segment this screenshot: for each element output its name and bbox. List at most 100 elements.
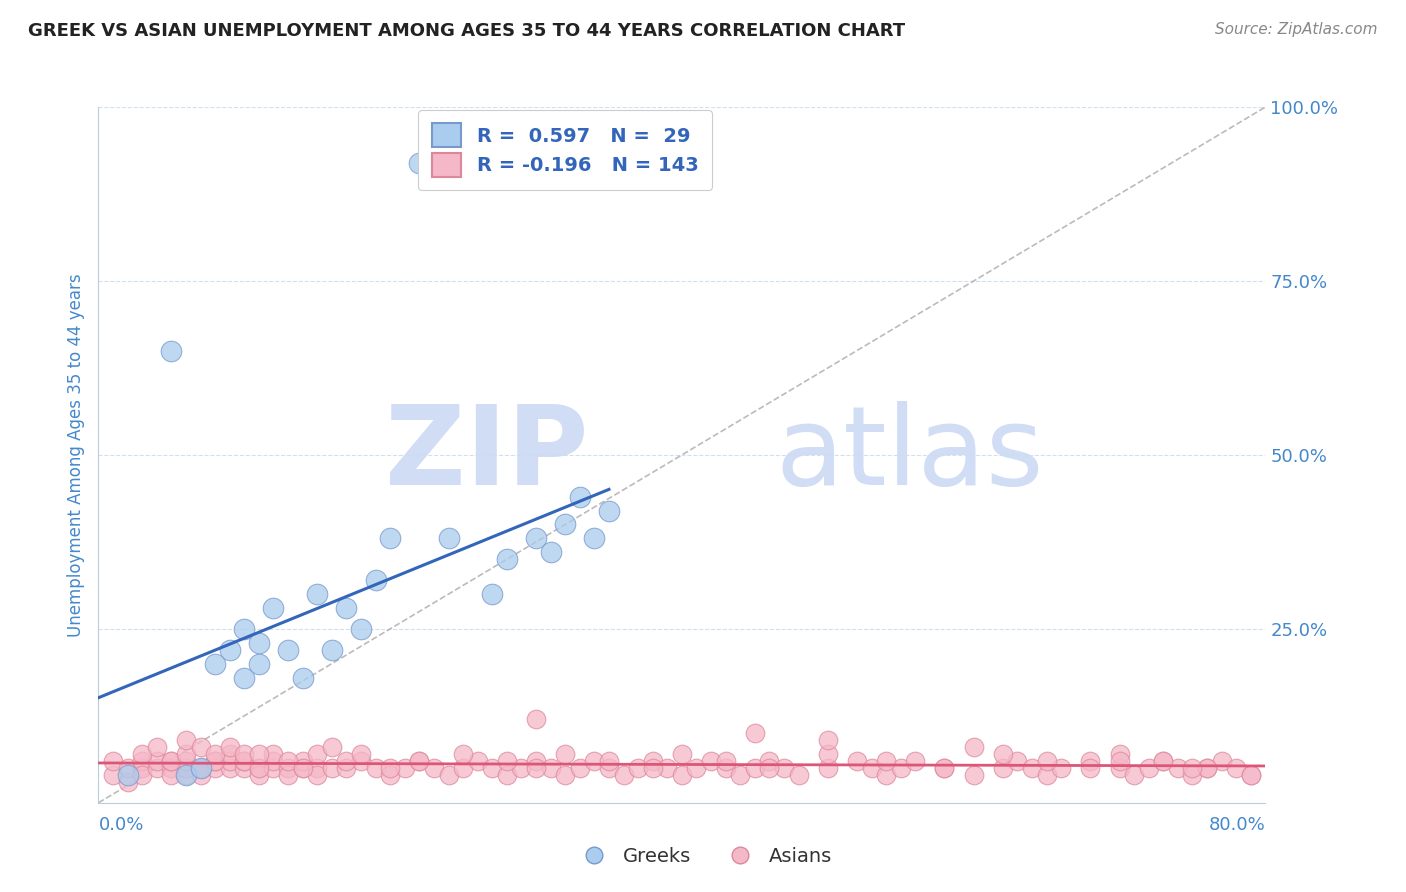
- Point: [131, 754, 153, 768]
- Point: [204, 761, 226, 775]
- Point: [598, 761, 620, 775]
- Point: [962, 740, 984, 755]
- Point: [174, 768, 197, 782]
- Point: [160, 754, 183, 768]
- Point: [218, 761, 240, 775]
- Point: [247, 761, 270, 775]
- Point: [773, 761, 796, 775]
- Point: [962, 768, 984, 782]
- Point: [335, 601, 357, 615]
- Point: [524, 754, 547, 768]
- Point: [1137, 761, 1160, 775]
- Point: [262, 747, 284, 761]
- Point: [277, 761, 299, 775]
- Point: [817, 747, 839, 761]
- Point: [890, 761, 912, 775]
- Point: [160, 343, 183, 358]
- Point: [350, 754, 373, 768]
- Point: [117, 775, 139, 789]
- Point: [657, 761, 679, 775]
- Point: [467, 754, 489, 768]
- Point: [233, 622, 256, 636]
- Point: [495, 754, 517, 768]
- Point: [335, 761, 357, 775]
- Point: [714, 754, 737, 768]
- Point: [1108, 761, 1130, 775]
- Point: [364, 761, 387, 775]
- Point: [218, 642, 240, 657]
- Point: [1108, 754, 1130, 768]
- Point: [583, 532, 606, 546]
- Point: [568, 490, 591, 504]
- Point: [437, 768, 460, 782]
- Point: [233, 671, 256, 685]
- Point: [1240, 768, 1263, 782]
- Point: [262, 601, 284, 615]
- Point: [758, 754, 780, 768]
- Point: [671, 768, 693, 782]
- Point: [291, 761, 314, 775]
- Point: [378, 768, 402, 782]
- Point: [218, 747, 240, 761]
- Point: [481, 761, 503, 775]
- Text: 80.0%: 80.0%: [1209, 816, 1265, 834]
- Point: [190, 740, 212, 755]
- Point: [204, 747, 226, 761]
- Point: [131, 768, 153, 782]
- Point: [174, 754, 197, 768]
- Point: [817, 761, 839, 775]
- Point: [612, 768, 634, 782]
- Point: [524, 532, 547, 546]
- Text: GREEK VS ASIAN UNEMPLOYMENT AMONG AGES 35 TO 44 YEARS CORRELATION CHART: GREEK VS ASIAN UNEMPLOYMENT AMONG AGES 3…: [28, 22, 905, 40]
- Point: [247, 657, 270, 671]
- Point: [934, 761, 956, 775]
- Point: [218, 754, 240, 768]
- Point: [524, 761, 547, 775]
- Point: [247, 761, 270, 775]
- Point: [291, 754, 314, 768]
- Point: [554, 747, 576, 761]
- Point: [744, 726, 766, 740]
- Point: [875, 754, 897, 768]
- Point: [307, 587, 329, 601]
- Point: [174, 768, 197, 782]
- Point: [408, 754, 430, 768]
- Point: [131, 747, 153, 761]
- Point: [378, 761, 402, 775]
- Point: [1035, 768, 1057, 782]
- Point: [350, 747, 373, 761]
- Point: [190, 761, 212, 775]
- Point: [1080, 761, 1102, 775]
- Point: [817, 733, 839, 747]
- Point: [1050, 761, 1073, 775]
- Point: [335, 754, 357, 768]
- Point: [1080, 754, 1102, 768]
- Point: [1181, 768, 1204, 782]
- Point: [277, 768, 299, 782]
- Point: [934, 761, 956, 775]
- Point: [160, 754, 183, 768]
- Point: [685, 761, 707, 775]
- Point: [510, 761, 533, 775]
- Point: [524, 712, 547, 726]
- Text: 0.0%: 0.0%: [98, 816, 143, 834]
- Point: [554, 517, 576, 532]
- Point: [540, 761, 562, 775]
- Point: [247, 768, 270, 782]
- Point: [641, 761, 664, 775]
- Point: [554, 768, 576, 782]
- Point: [568, 761, 591, 775]
- Point: [247, 747, 270, 761]
- Point: [233, 754, 256, 768]
- Point: [408, 754, 430, 768]
- Point: [364, 573, 387, 587]
- Point: [307, 768, 329, 782]
- Point: [291, 671, 314, 685]
- Legend: Greeks, Asians: Greeks, Asians: [567, 838, 839, 873]
- Point: [860, 761, 883, 775]
- Point: [1225, 761, 1247, 775]
- Point: [495, 552, 517, 566]
- Point: [991, 747, 1014, 761]
- Point: [350, 622, 373, 636]
- Text: Source: ZipAtlas.com: Source: ZipAtlas.com: [1215, 22, 1378, 37]
